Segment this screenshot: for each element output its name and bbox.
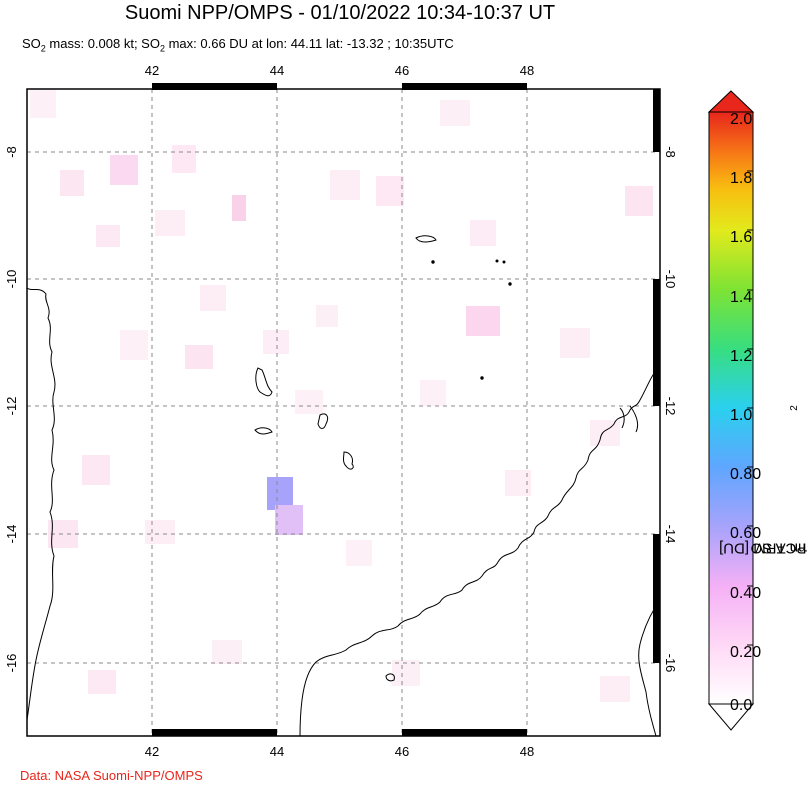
colorbar-tick-label: 0.60	[730, 525, 761, 542]
lon-bottom-label: 46	[395, 744, 409, 759]
lon-top-label: 48	[520, 63, 534, 78]
so2-max-text: max: 0.66 DU at lon: 44.11 lat: -13.32 ;…	[164, 36, 454, 51]
so2-label: SO	[22, 36, 41, 51]
graticule	[27, 89, 660, 736]
colorbar-tick-label: 1.0	[730, 407, 752, 424]
colorbar-gradient	[708, 111, 754, 705]
so2-subscript: 2	[40, 43, 46, 54]
lat-left-label: -16	[4, 654, 19, 673]
lon-bottom-label: 44	[270, 744, 284, 759]
lat-right-label: -16	[663, 654, 678, 673]
so2-pixels	[30, 90, 653, 702]
colorbar-tick-label: 0.80	[730, 466, 761, 483]
colorbar-ticks	[747, 170, 753, 646]
colorbar-tick-label: 1.6	[730, 229, 752, 246]
colorbar-tick-label: 1.4	[730, 289, 752, 306]
coastlines	[27, 235, 660, 736]
lat-right-label: -14	[663, 525, 678, 544]
colorbar-label-suffix: column TRM [DU]	[719, 539, 807, 557]
colorbar-tick-label: 0.20	[730, 644, 761, 661]
colorbar-tick-label: 1.8	[730, 170, 752, 187]
lon-top-label: 42	[145, 63, 159, 78]
so2-mass-text: mass: 0.008 kt; SO	[45, 36, 160, 51]
colorbar-top-arrow	[707, 90, 755, 113]
colorbar-label-subscript: 2	[789, 405, 800, 411]
lon-bottom-label: 48	[520, 744, 534, 759]
so2-max-subscript: 2	[159, 43, 165, 54]
lon-top-label: 46	[395, 63, 409, 78]
lat-right-label: -12	[663, 397, 678, 416]
colorbar-tick-label: 1.2	[730, 348, 752, 365]
lat-left-label: -8	[4, 146, 19, 158]
colorbar: 2.0 1.8 1.6 1.4 1.2 1.0 0.80 0.60 0.40 0…	[707, 90, 761, 731]
lat-left-label: -10	[4, 270, 19, 289]
lat-left-label: -14	[4, 525, 19, 544]
so2-secondary-pixel	[275, 505, 303, 535]
lon-bottom-label: 42	[145, 744, 159, 759]
lat-left-label: -12	[4, 397, 19, 416]
lat-right-label: -10	[663, 270, 678, 289]
map-frame	[26, 88, 661, 737]
lon-top-label: 44	[270, 63, 284, 78]
map-title: Suomi NPP/OMPS - 01/10/2022 10:34-10:37 …	[124, 2, 556, 24]
colorbar-tick-label: 0.40	[730, 585, 761, 602]
colorbar-bottom-arrow	[707, 703, 755, 731]
colorbar-tick-label: 2.0	[730, 111, 752, 128]
data-credit: Data: NASA Suomi-NPP/OMPS	[20, 768, 203, 783]
so2-max-pixel	[267, 477, 293, 510]
map-subtitle: SO2 mass: 0.008 kt; SO2 max: 0.66 DU at …	[22, 36, 454, 57]
colorbar-tick-label: 0.0	[730, 697, 752, 714]
lat-right-label: -8	[663, 146, 678, 158]
map-border-bars	[152, 83, 660, 736]
